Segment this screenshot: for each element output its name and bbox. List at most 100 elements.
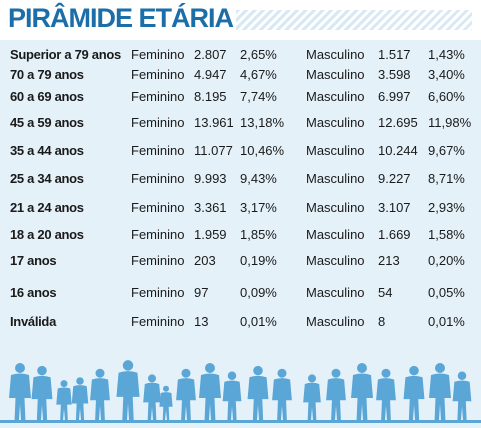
female-label: Feminino: [131, 171, 185, 186]
male-count: 3.107: [378, 200, 411, 215]
male-label: Masculino: [306, 285, 365, 300]
female-label: Feminino: [131, 89, 185, 104]
person-silhouette-icon: [326, 368, 346, 420]
male-label: Masculino: [306, 314, 365, 329]
table-row: 25 a 34 anos Feminino 9.993 9,43% Masculino 9…: [0, 168, 481, 190]
female-count: 8.195: [194, 89, 227, 104]
male-count: 9.227: [378, 171, 411, 186]
female-count: 97: [194, 285, 209, 300]
table-row: 45 a 59 anos Feminino 13.961 13,18% Masculin…: [0, 112, 481, 134]
male-count: 8: [378, 314, 386, 329]
male-count: 6.997: [378, 89, 411, 104]
table-row: 35 a 44 anos Feminino 11.077 10,46% Masculin…: [0, 140, 481, 162]
person-silhouette-icon: [9, 363, 31, 420]
female-percent: 0,19%: [240, 253, 277, 268]
female-label: Feminino: [131, 115, 185, 130]
male-label: Masculino: [306, 115, 365, 130]
male-percent: 0,05%: [428, 285, 465, 300]
female-percent: 0,01%: [240, 314, 277, 329]
male-percent: 11,98%: [428, 115, 472, 130]
female-percent: 7,74%: [240, 89, 277, 104]
male-label: Masculino: [306, 143, 365, 158]
person-silhouette-icon: [272, 368, 292, 420]
person-silhouette-icon: [376, 368, 396, 420]
person-silhouette-icon: [222, 371, 242, 420]
female-percent: 2,65%: [240, 47, 277, 62]
male-label: Masculino: [306, 67, 365, 82]
female-count: 11.077: [194, 143, 233, 158]
person-silhouette-icon: [247, 365, 269, 420]
person-silhouette-icon: [351, 363, 373, 420]
male-percent: 1,58%: [428, 227, 465, 242]
female-count: 203: [194, 253, 216, 268]
person-silhouette-icon: [303, 374, 321, 420]
person-silhouette-icon: [143, 374, 161, 420]
male-label: Masculino: [306, 47, 365, 62]
header: PIRÂMIDE ETÁRIA: [0, 0, 481, 40]
female-percent: 10,46%: [240, 143, 285, 158]
female-label: Feminino: [131, 314, 185, 329]
female-label: Feminino: [131, 47, 185, 62]
female-percent: 0,09%: [240, 285, 277, 300]
female-percent: 1,85%: [240, 227, 277, 242]
female-count: 2.807: [194, 47, 227, 62]
female-label: Feminino: [131, 67, 185, 82]
male-count: 10.244: [378, 143, 418, 158]
female-label: Feminino: [131, 143, 185, 158]
person-silhouette-icon: [116, 360, 140, 420]
age-label: Superior a 79 anos: [10, 47, 121, 62]
age-label: 45 a 59 anos: [10, 115, 84, 130]
male-percent: 8,71%: [428, 171, 465, 186]
decorative-stripes: [236, 10, 472, 30]
male-percent: 1,43%: [428, 47, 465, 62]
person-silhouette-icon: [403, 365, 425, 420]
person-silhouette-icon: [452, 371, 472, 420]
female-count: 9.993: [194, 171, 227, 186]
table-row: 60 a 69 anos Feminino 8.195 7,74% Masculino 6…: [0, 86, 481, 108]
male-label: Masculino: [306, 227, 365, 242]
person-silhouette-icon: [429, 363, 451, 420]
age-label: 25 a 34 anos: [10, 171, 84, 186]
age-label: 18 a 20 anos: [10, 227, 84, 242]
male-count: 1.517: [378, 47, 411, 62]
age-label: 17 anos: [10, 253, 57, 268]
table-row: 70 a 79 anos Feminino 4.947 4,67% Masculino 3…: [0, 64, 481, 86]
baseline-divider: [0, 420, 481, 423]
female-count: 13: [194, 314, 209, 329]
age-label: 35 a 44 anos: [10, 143, 84, 158]
female-percent: 9,43%: [240, 171, 277, 186]
people-silhouettes-icon: [9, 360, 472, 420]
male-percent: 9,67%: [428, 143, 465, 158]
male-label: Masculino: [306, 89, 365, 104]
female-count: 13.961: [194, 115, 234, 130]
male-count: 213: [378, 253, 400, 268]
age-label: 60 a 69 anos: [10, 89, 84, 104]
female-label: Feminino: [131, 227, 185, 242]
male-percent: 3,40%: [428, 67, 465, 82]
person-silhouette-icon: [56, 380, 72, 420]
table-row: 18 a 20 anos Feminino 1.959 1,85% Masculino 1…: [0, 224, 481, 246]
female-label: Feminino: [131, 200, 185, 215]
age-label: 21 a 24 anos: [10, 200, 84, 215]
female-count: 4.947: [194, 67, 227, 82]
female-label: Feminino: [131, 285, 185, 300]
table-row: Inválida Feminino 13 0,01% Masculino 8 0,01%: [0, 311, 481, 333]
male-count: 1.669: [378, 227, 411, 242]
table-row: Superior a 79 anos Feminino 2.807 2,65% Masc…: [0, 44, 481, 66]
male-percent: 0,20%: [428, 253, 465, 268]
age-table: Superior a 79 anos Feminino 2.807 2,65% Masc…: [0, 40, 481, 370]
person-silhouette-icon: [90, 368, 110, 420]
age-label: 70 a 79 anos: [10, 67, 84, 82]
male-percent: 2,93%: [428, 200, 465, 215]
person-silhouette-icon: [159, 385, 173, 420]
female-percent: 4,67%: [240, 67, 277, 82]
person-silhouette-icon: [31, 365, 53, 420]
male-label: Masculino: [306, 200, 365, 215]
person-silhouette-icon: [176, 368, 196, 420]
female-count: 3.361: [194, 200, 227, 215]
male-count: 12.695: [378, 115, 418, 130]
table-row: 17 anos Feminino 203 0,19% Masculino 213 0,20%: [0, 250, 481, 272]
age-label: 16 anos: [10, 285, 57, 300]
people-silhouettes: [0, 352, 481, 428]
